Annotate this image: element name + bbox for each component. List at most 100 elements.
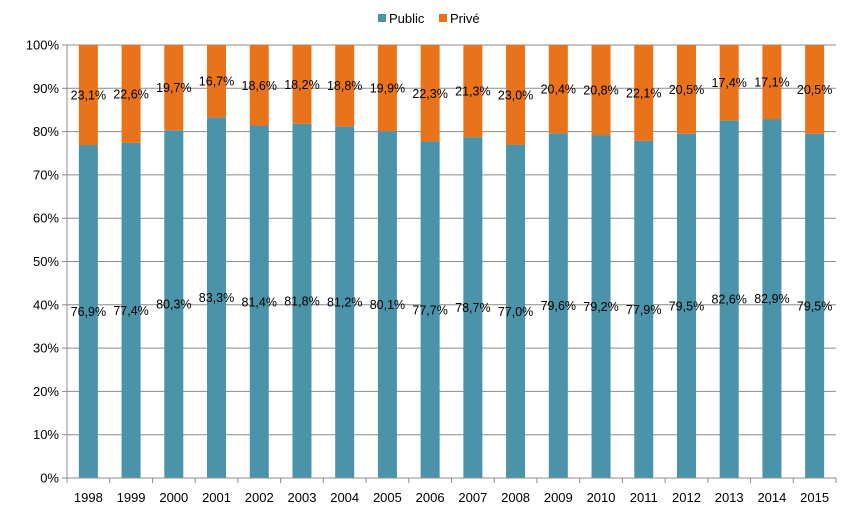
data-label-public: 79,2% bbox=[583, 300, 618, 314]
bar-prive bbox=[506, 45, 526, 145]
x-tick-label: 2008 bbox=[501, 490, 530, 505]
data-label-prive: 16,7% bbox=[199, 75, 234, 89]
x-axis: 1998 1999 2000 2001 2002 2003 2004 2005 2006 2007… bbox=[66, 477, 837, 505]
bar-prive bbox=[591, 45, 611, 136]
legend-swatch bbox=[378, 14, 386, 22]
x-tick-label: 2002 bbox=[245, 490, 274, 505]
legend-label: Privé bbox=[450, 11, 480, 26]
gridlines bbox=[67, 44, 836, 479]
y-tick-label: 0% bbox=[40, 471, 59, 486]
data-label-public: 81,2% bbox=[327, 296, 362, 310]
x-tick-label: 1998 bbox=[74, 490, 103, 505]
bar-public bbox=[634, 140, 654, 478]
bar-prive bbox=[207, 45, 227, 118]
bar-prive bbox=[377, 45, 397, 132]
x-tick-label: 2015 bbox=[800, 490, 829, 505]
data-label-public: 77,0% bbox=[498, 305, 533, 319]
x-tick-label: 1999 bbox=[117, 490, 146, 505]
y-tick-label: 90% bbox=[33, 81, 59, 96]
bar-public bbox=[676, 133, 696, 478]
bar-public bbox=[292, 123, 312, 478]
y-tick-label: 60% bbox=[33, 211, 59, 226]
data-label-prive: 17,1% bbox=[754, 76, 789, 90]
data-label-prive: 18,2% bbox=[284, 78, 319, 92]
x-tick-label: 2011 bbox=[630, 490, 658, 505]
bars bbox=[78, 45, 825, 479]
bar-prive bbox=[719, 45, 739, 121]
data-label-prive: 17,4% bbox=[711, 76, 746, 90]
data-label-prive: 19,7% bbox=[156, 81, 191, 95]
bar-public bbox=[121, 142, 141, 478]
legend: Public Privé bbox=[378, 11, 480, 26]
bar-prive bbox=[420, 45, 440, 142]
bar-public bbox=[420, 141, 440, 478]
data-label-prive: 22,3% bbox=[412, 87, 447, 101]
bar-prive bbox=[164, 45, 184, 131]
y-tick-label: 40% bbox=[33, 297, 59, 312]
legend-swatch bbox=[439, 14, 447, 22]
y-tick-label: 50% bbox=[33, 254, 59, 269]
data-label-public: 82,9% bbox=[754, 292, 789, 306]
y-tick-label: 20% bbox=[33, 384, 59, 399]
y-tick-label: 80% bbox=[33, 124, 59, 139]
data-label-public: 78,7% bbox=[455, 301, 490, 315]
bar-public bbox=[335, 126, 355, 479]
data-label-public: 79,5% bbox=[797, 299, 832, 313]
x-tick-label: 2006 bbox=[416, 490, 445, 505]
data-label-prive: 20,5% bbox=[669, 83, 704, 97]
y-tick-label: 100% bbox=[26, 38, 60, 53]
bar-public bbox=[377, 131, 397, 479]
x-tick-label: 2005 bbox=[373, 490, 402, 505]
bar-public bbox=[548, 133, 568, 478]
data-label-public: 79,6% bbox=[541, 299, 576, 313]
bar-public bbox=[805, 133, 825, 478]
bar-public bbox=[207, 117, 227, 478]
data-label-prive: 21,3% bbox=[455, 85, 490, 99]
bar-prive bbox=[249, 45, 269, 126]
bar-prive bbox=[78, 45, 98, 146]
y-tick-label: 70% bbox=[33, 167, 59, 182]
data-label-prive: 20,8% bbox=[583, 84, 618, 98]
data-label-prive: 23,0% bbox=[498, 88, 533, 102]
bar-prive bbox=[335, 45, 355, 127]
bar-prive bbox=[805, 45, 825, 134]
data-label-public: 82,6% bbox=[711, 293, 746, 307]
data-label-prive: 20,4% bbox=[541, 83, 576, 97]
data-label-public: 80,1% bbox=[370, 298, 405, 312]
y-axis: 0% 10% 20% 30% 40% 50% 60% 70% 80% 90% 100% bbox=[26, 38, 68, 486]
x-tick-label: 2000 bbox=[159, 490, 188, 505]
x-tick-label: 2001 bbox=[202, 490, 231, 505]
x-tick-label: 2007 bbox=[458, 490, 487, 505]
x-tick-label: 2009 bbox=[544, 490, 573, 505]
data-label-prive: 19,9% bbox=[370, 82, 405, 96]
data-label-prive: 22,1% bbox=[626, 86, 661, 100]
data-labels: 76,9% 23,1% 77,4% 22,6% 80,3% 19,7% 83,3% 16,7%… bbox=[71, 75, 833, 319]
bar-prive bbox=[463, 45, 483, 138]
data-label-public: 76,9% bbox=[71, 305, 106, 319]
bar-prive bbox=[676, 45, 696, 134]
bar-public bbox=[164, 130, 184, 478]
bar-public bbox=[719, 120, 739, 478]
data-label-public: 81,4% bbox=[242, 295, 277, 309]
bar-public bbox=[762, 119, 782, 478]
x-tick-label: 2014 bbox=[757, 490, 786, 505]
x-tick-label: 2012 bbox=[672, 490, 701, 505]
x-tick-label: 2013 bbox=[715, 490, 744, 505]
x-tick-label: 2003 bbox=[288, 490, 317, 505]
bar-prive bbox=[121, 45, 141, 143]
y-tick-label: 30% bbox=[33, 341, 59, 356]
x-tick-label: 2004 bbox=[330, 490, 359, 505]
bar-public bbox=[591, 135, 611, 478]
bar-public bbox=[249, 125, 269, 479]
data-label-public: 83,3% bbox=[199, 291, 234, 305]
bar-prive bbox=[292, 45, 312, 124]
data-label-public: 77,9% bbox=[626, 303, 661, 317]
bar-prive bbox=[548, 45, 568, 134]
legend-label: Public bbox=[389, 11, 425, 26]
data-label-prive: 18,8% bbox=[327, 79, 362, 93]
bar-public bbox=[78, 145, 98, 478]
data-label-prive: 22,6% bbox=[113, 87, 148, 101]
data-label-prive: 20,5% bbox=[797, 83, 832, 97]
bar-public bbox=[463, 137, 483, 478]
